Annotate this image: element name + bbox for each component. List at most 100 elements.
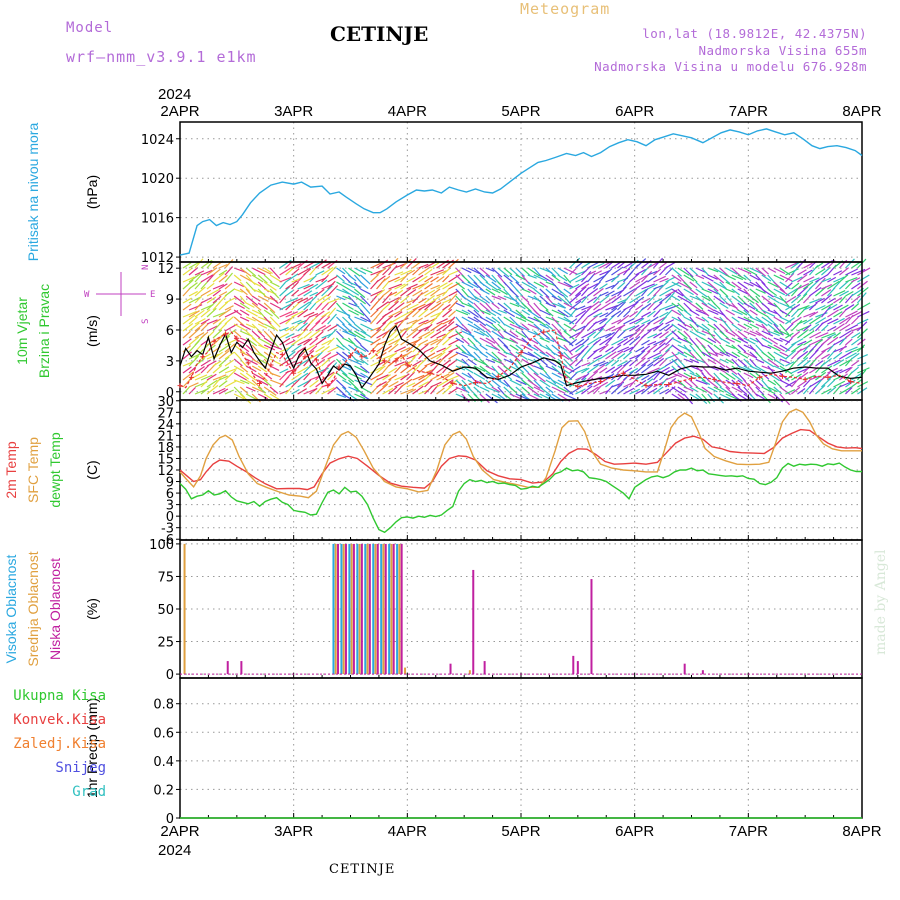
- wind-barb: [851, 310, 863, 318]
- wind-barb: [321, 285, 333, 297]
- wind-barb: [309, 329, 321, 339]
- wind-barb: [761, 274, 772, 282]
- wind-barb: [557, 274, 568, 282]
- cloud-bar: [390, 543, 393, 675]
- wind-barb: [653, 332, 663, 339]
- wind-barb: [767, 323, 780, 334]
- wind-barb: [707, 316, 718, 323]
- time-label-top: 7APR: [729, 103, 768, 120]
- gust-marker: [575, 384, 581, 390]
- wind-barb: [436, 351, 446, 360]
- wind-barb: [809, 378, 823, 388]
- wind-barb: [515, 274, 526, 281]
- wind-barb: [303, 379, 312, 388]
- wind-barb: [557, 323, 567, 333]
- wind-barb: [665, 291, 676, 304]
- wind-barb: [418, 325, 431, 332]
- wind-barb: [671, 372, 683, 378]
- y-tick-label: 1020: [141, 172, 174, 187]
- wind-barb: [539, 302, 549, 311]
- wind-barb: [321, 261, 332, 269]
- wind-barb: [263, 372, 273, 380]
- wind-barb: [218, 356, 230, 367]
- wind-barb: [617, 286, 627, 297]
- wind-barb: [436, 333, 446, 339]
- wind-barb: [503, 330, 516, 339]
- wind-barb: [683, 274, 695, 282]
- wind-barb: [587, 300, 600, 311]
- wind-barb: [689, 358, 700, 364]
- wind-barb: [436, 324, 448, 332]
- wind-barb: [545, 323, 554, 331]
- wind-barb: [200, 318, 210, 325]
- wind-barb: [360, 295, 371, 307]
- y-tick-label: 0.8: [153, 698, 174, 713]
- wind-barb: [503, 393, 512, 401]
- wind-barb: [791, 343, 803, 353]
- wind-barb: [335, 302, 345, 312]
- wind-barb: [629, 301, 639, 311]
- meteogram-title: Meteogram: [520, 0, 611, 18]
- wind-barb: [473, 302, 485, 315]
- wind-barb: [737, 281, 748, 290]
- time-label-bottom: 2APR: [160, 823, 199, 840]
- y-tick-label: 1016: [141, 212, 174, 227]
- wind-barb: [461, 274, 471, 284]
- wind-barb: [269, 365, 280, 371]
- wind-barb: [412, 317, 423, 325]
- wind-barb: [689, 267, 699, 276]
- wind-barb: [285, 290, 294, 297]
- wind-barb: [297, 267, 311, 276]
- wind-barb: [360, 358, 369, 366]
- wind-barb: [239, 386, 249, 394]
- wind-barb: [635, 379, 647, 388]
- wind-barb: [212, 375, 223, 388]
- wind-barb: [479, 267, 491, 278]
- wind-barb: [653, 338, 667, 346]
- wind-barb: [820, 306, 831, 318]
- wind-barb: [533, 288, 543, 297]
- wind-barb: [797, 329, 809, 339]
- wind-barb: [635, 388, 645, 395]
- wind-barb: [285, 301, 295, 311]
- wind-barb: [677, 309, 685, 318]
- wind-barb-band: [671, 267, 794, 406]
- gust-marker: [598, 378, 604, 384]
- wind-barb: [773, 267, 786, 275]
- wind-barb: [182, 386, 190, 395]
- wind-barb: [808, 385, 817, 395]
- wind-barb: [442, 344, 452, 353]
- wind-barb: [773, 358, 785, 367]
- gust-marker: [359, 354, 365, 360]
- wind-barb: [617, 281, 626, 290]
- wind-barb: [527, 372, 537, 381]
- wind-barb: [200, 364, 210, 374]
- wind-barb: [725, 344, 736, 350]
- wind-barb: [653, 354, 663, 360]
- wind-barb: [605, 284, 615, 290]
- wind-barb: [629, 358, 638, 367]
- wind-barb: [509, 344, 519, 351]
- wind-barb: [814, 277, 826, 290]
- wind-barb: [755, 358, 765, 364]
- wind-barb: [857, 302, 871, 311]
- wind-barb: [188, 382, 199, 388]
- wind-barb: [497, 351, 507, 358]
- wind-barb: [569, 268, 577, 276]
- wind-barb: [857, 310, 870, 318]
- gust-marker: [427, 370, 433, 376]
- wind-barb: [406, 288, 417, 297]
- y-tick-label: 100: [149, 538, 174, 553]
- wind-barb: [297, 366, 309, 374]
- wind-barb: [605, 358, 615, 367]
- wind-barb: [743, 393, 753, 401]
- wind-barb: [406, 303, 419, 311]
- wind-barb: [605, 304, 619, 311]
- wind-barb: [713, 351, 724, 357]
- wind-barb: [479, 274, 489, 283]
- wind-barb: [327, 298, 340, 304]
- wind-barb: [188, 316, 198, 325]
- wind-barb: [370, 359, 384, 367]
- wind-barb: [707, 344, 718, 356]
- wind-barb: [803, 281, 814, 290]
